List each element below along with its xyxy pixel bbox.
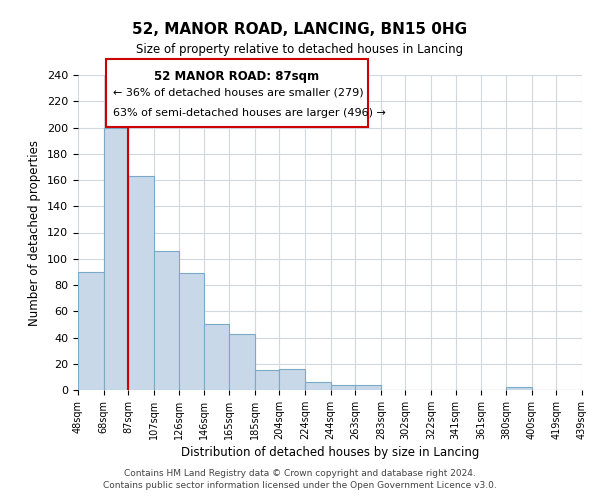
X-axis label: Distribution of detached houses by size in Lancing: Distribution of detached houses by size … xyxy=(181,446,479,459)
Bar xyxy=(104,128,128,390)
Text: Size of property relative to detached houses in Lancing: Size of property relative to detached ho… xyxy=(136,42,464,56)
Bar xyxy=(305,382,331,390)
Bar xyxy=(78,272,104,390)
Bar xyxy=(154,251,179,390)
Text: ← 36% of detached houses are smaller (279): ← 36% of detached houses are smaller (27… xyxy=(113,88,364,98)
Bar xyxy=(279,369,305,390)
FancyBboxPatch shape xyxy=(106,59,368,127)
Text: Contains HM Land Registry data © Crown copyright and database right 2024.
Contai: Contains HM Land Registry data © Crown c… xyxy=(103,468,497,490)
Bar xyxy=(355,385,381,390)
Text: 63% of semi-detached houses are larger (496) →: 63% of semi-detached houses are larger (… xyxy=(113,108,386,118)
Bar xyxy=(582,388,600,390)
Text: 52, MANOR ROAD, LANCING, BN15 0HG: 52, MANOR ROAD, LANCING, BN15 0HG xyxy=(133,22,467,38)
Bar xyxy=(205,324,229,390)
Bar xyxy=(254,370,279,390)
Bar xyxy=(179,273,205,390)
Bar xyxy=(331,385,355,390)
Bar xyxy=(506,388,532,390)
Y-axis label: Number of detached properties: Number of detached properties xyxy=(28,140,41,326)
Bar xyxy=(128,176,154,390)
Bar xyxy=(229,334,254,390)
Text: 52 MANOR ROAD: 87sqm: 52 MANOR ROAD: 87sqm xyxy=(154,70,319,84)
